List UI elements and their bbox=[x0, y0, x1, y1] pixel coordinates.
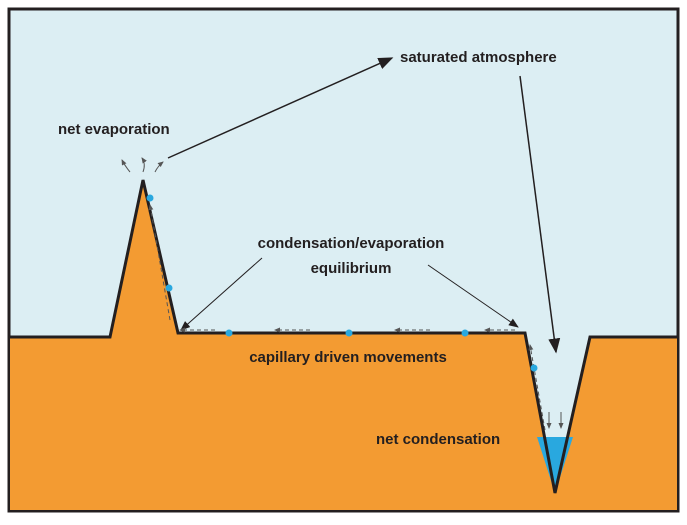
label: capillary driven movements bbox=[249, 349, 447, 366]
label: net condensation bbox=[376, 431, 500, 448]
arrows bbox=[167, 57, 561, 354]
label: net evaporation bbox=[58, 121, 170, 138]
label: equilibrium bbox=[311, 260, 392, 277]
ground bbox=[10, 180, 677, 510]
label: condensation/evaporation bbox=[258, 235, 445, 252]
label: saturated atmosphere bbox=[400, 49, 557, 66]
droplets bbox=[146, 194, 538, 372]
capillary-flow bbox=[121, 157, 564, 431]
